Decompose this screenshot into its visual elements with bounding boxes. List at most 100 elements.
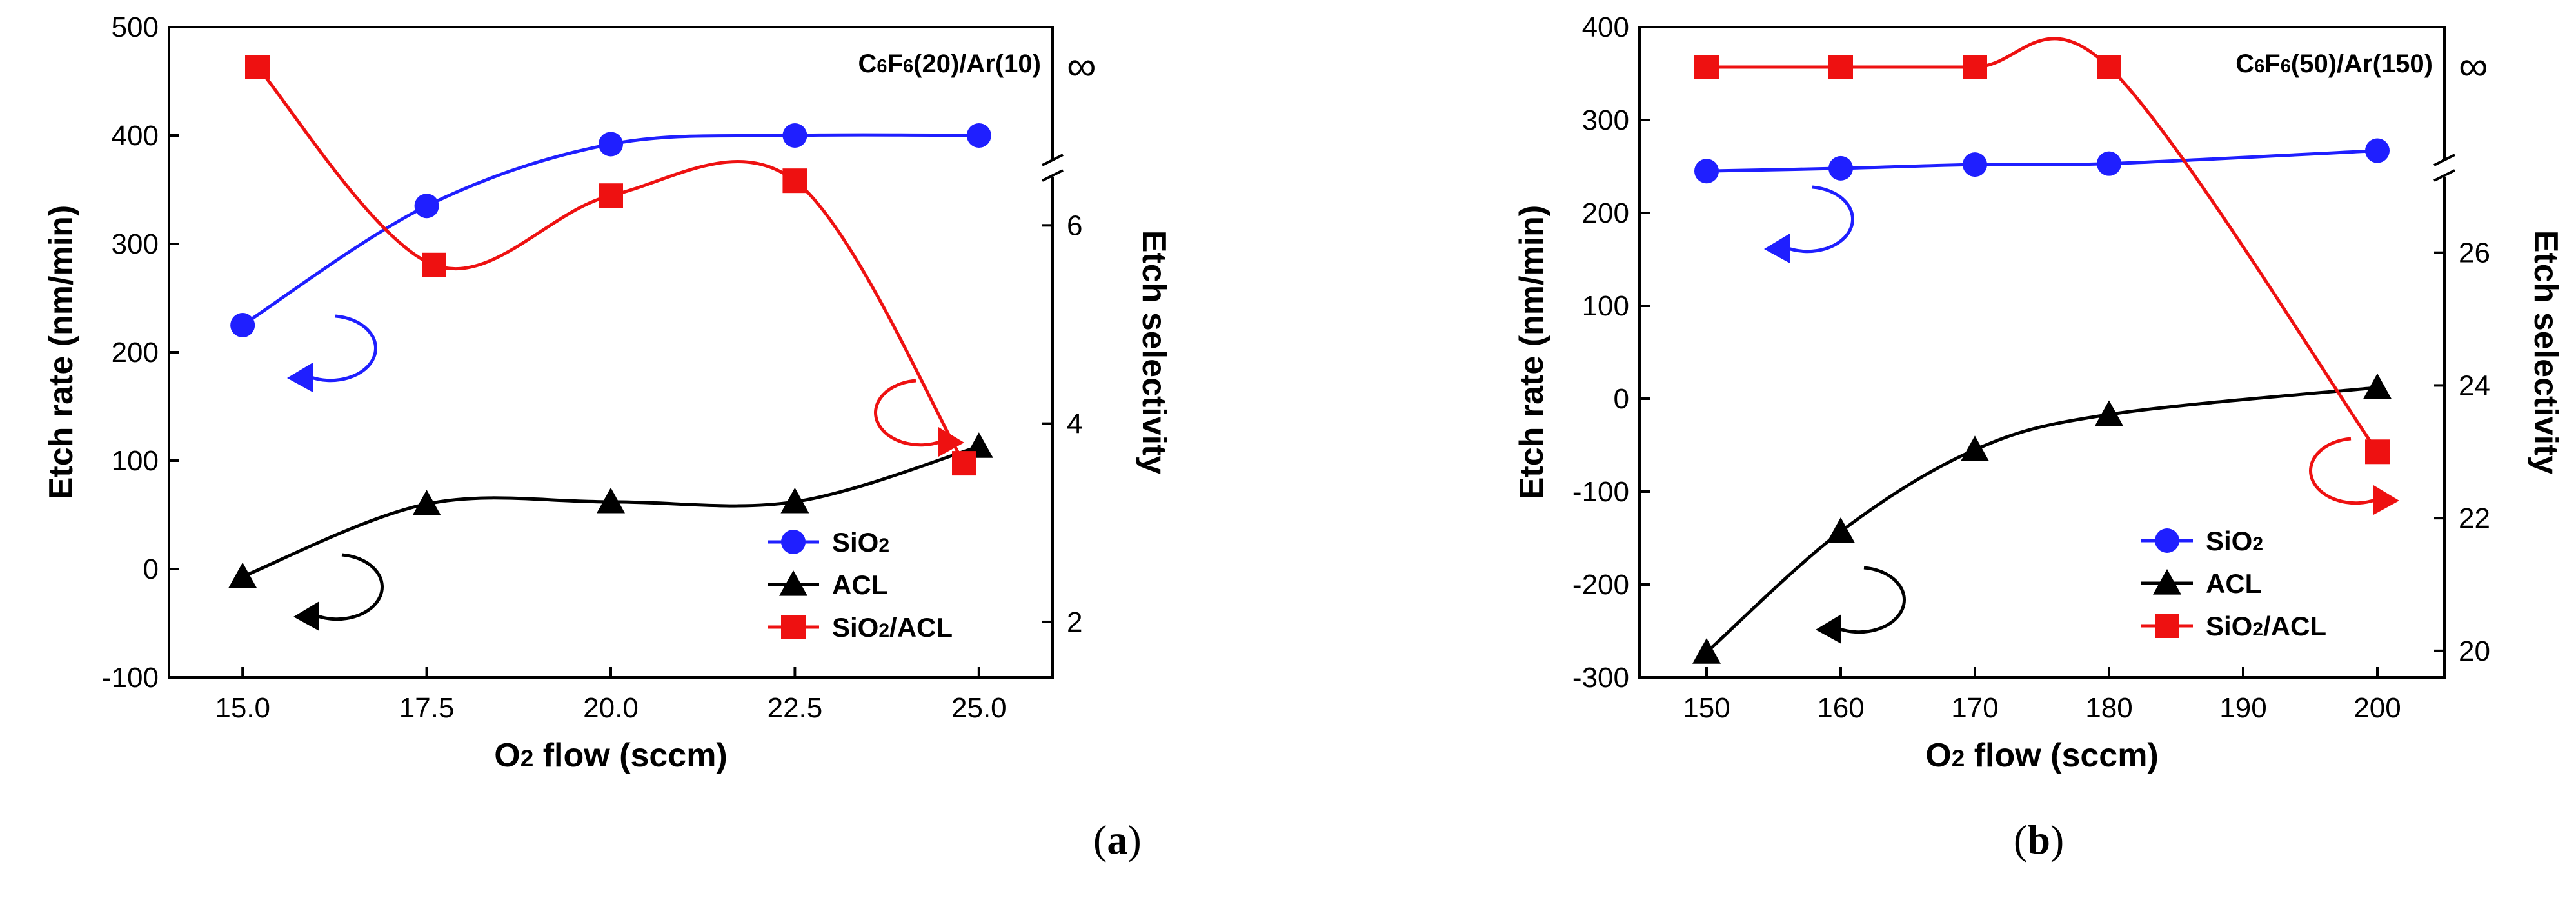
- axis-break-slash-1: [1042, 154, 1064, 166]
- legend-label: SiO2/ACL: [2206, 611, 2326, 641]
- data-point: [2097, 151, 2121, 176]
- data-point: [228, 562, 257, 588]
- data-point: [1694, 159, 1719, 184]
- series-sio2: [1694, 138, 2390, 184]
- y2-tick-label: 24: [2459, 370, 2490, 401]
- legend: SiO2 ACL SiO2/ACL: [768, 527, 953, 643]
- selectivity-axis-arrow-stroke: [874, 379, 942, 447]
- x-tick-label: 15.0: [215, 692, 270, 724]
- series-acl: [1692, 373, 2392, 664]
- data-point: [422, 252, 446, 277]
- y2-tick-label: 4: [1067, 408, 1082, 440]
- axis-break-slash-1: [2433, 154, 2455, 166]
- x-tick-label: 190: [2219, 692, 2266, 724]
- right-axis-break: [1042, 154, 1064, 182]
- panel-a-caption: (a): [1093, 817, 1142, 863]
- sio2-axis-arrow-stroke: [1786, 185, 1854, 254]
- x-tick-label: 160: [1817, 692, 1864, 724]
- legend-marker: [2155, 528, 2179, 553]
- data-point: [782, 168, 807, 194]
- acl-axis-arrow-stroke: [1838, 566, 1906, 634]
- condition-annotation: C6F6(20)/Ar(10): [858, 50, 1041, 78]
- y-tick-label: -300: [1572, 662, 1629, 694]
- x-tick-label: 17.5: [399, 692, 455, 724]
- data-point: [1963, 152, 1987, 177]
- data-point: [1694, 55, 1719, 79]
- y-tick-label: 100: [1582, 290, 1629, 322]
- acl-axis-arrow: [293, 553, 384, 631]
- x-tick-label: 200: [2353, 692, 2401, 724]
- data-point: [966, 123, 991, 148]
- data-point: [230, 313, 255, 337]
- selectivity-axis-arrow-stroke: [2309, 437, 2377, 505]
- series-acl: [228, 432, 993, 588]
- acl-axis-arrow-head: [293, 601, 319, 631]
- x-tick-label: 170: [1951, 692, 1998, 724]
- series-line: [241, 133, 979, 327]
- y-tick-label: 400: [112, 120, 159, 152]
- sio2-axis-arrow-stroke: [309, 314, 377, 383]
- y-tick-label: 0: [143, 554, 159, 585]
- acl-axis-arrow-stroke: [315, 553, 384, 621]
- legend: SiO2 ACL SiO2/ACL: [2141, 526, 2326, 641]
- axis-break-slash-2: [2433, 169, 2455, 182]
- series-line: [256, 66, 966, 465]
- y-tick-label: 100: [112, 445, 159, 477]
- series-sio2-acl: [245, 55, 976, 476]
- y2-axis-title: Etch selectivity: [2527, 230, 2564, 475]
- chart-panel-b: 150 160 170 180 190 200 -300 -200 -100 0 100 200 300…: [1513, 12, 2564, 774]
- y2-tick-label: 6: [1067, 210, 1082, 241]
- data-point: [2097, 55, 2121, 79]
- data-point: [2365, 138, 2390, 163]
- data-point: [782, 123, 807, 148]
- data-point: [599, 183, 623, 208]
- series-line: [1706, 149, 2378, 173]
- y-tick-label: 300: [112, 228, 159, 260]
- acl-axis-arrow-head: [1816, 614, 1841, 644]
- selectivity-axis-arrow-head: [938, 427, 964, 457]
- y-tick-label: -100: [1572, 476, 1629, 508]
- axis-break-gap: [2439, 159, 2450, 177]
- selectivity-axis-arrow: [2309, 437, 2399, 515]
- selectivity-axis-arrow: [874, 379, 964, 457]
- y-axis-title: Etch rate (nm/min): [1513, 205, 1551, 500]
- series-sio2: [230, 123, 991, 337]
- x-tick-label: 180: [2085, 692, 2132, 724]
- legend-marker: [781, 615, 806, 639]
- y-tick-label: 300: [1582, 105, 1629, 136]
- y-axis-title: Etch rate (nm/min): [43, 205, 80, 500]
- legend-label: ACL: [832, 570, 887, 600]
- y-tick-label: 400: [1582, 12, 1629, 43]
- legend-label: SiO2: [832, 527, 889, 557]
- sio2-axis-arrow-head: [287, 363, 313, 392]
- y2-tick-label: 2: [1067, 606, 1082, 638]
- axis-break-slash-2: [1042, 169, 1064, 182]
- legend-label: SiO2/ACL: [832, 612, 953, 643]
- plot-frame: [1638, 26, 2446, 679]
- infinity-label: ∞: [1067, 43, 1096, 89]
- data-point: [780, 487, 809, 514]
- y2-tick-label: 22: [2459, 503, 2490, 534]
- y2-tick-label: 20: [2459, 635, 2490, 667]
- sio2-axis-arrow: [1764, 185, 1854, 263]
- axis-break-gap: [1047, 159, 1058, 177]
- condition-annotation: C6F6(50)/Ar(150): [2235, 50, 2433, 78]
- acl-axis-arrow: [1816, 566, 1906, 644]
- legend-marker: [2153, 569, 2181, 595]
- data-point: [1692, 638, 1721, 664]
- legend-label: ACL: [2206, 568, 2261, 599]
- data-point: [2095, 400, 2123, 426]
- panel-b-caption: (b): [2014, 817, 2065, 863]
- series-line: [1706, 37, 2379, 453]
- x-axis-title: O2 flow (sccm): [1925, 737, 2159, 774]
- x-tick-label: 22.5: [768, 692, 823, 724]
- chart-panel-a: 15.0 17.5 20.0 22.5 25.0 -100 0 100 200 300 400 500…: [43, 12, 1173, 774]
- data-point: [1963, 55, 1987, 79]
- x-tick-label: 150: [1683, 692, 1730, 724]
- x-tick-label: 25.0: [951, 692, 1007, 724]
- y2-tick-label: 26: [2459, 237, 2490, 269]
- legend-marker: [781, 530, 806, 554]
- sio2-axis-arrow: [287, 314, 377, 392]
- data-point: [597, 487, 625, 514]
